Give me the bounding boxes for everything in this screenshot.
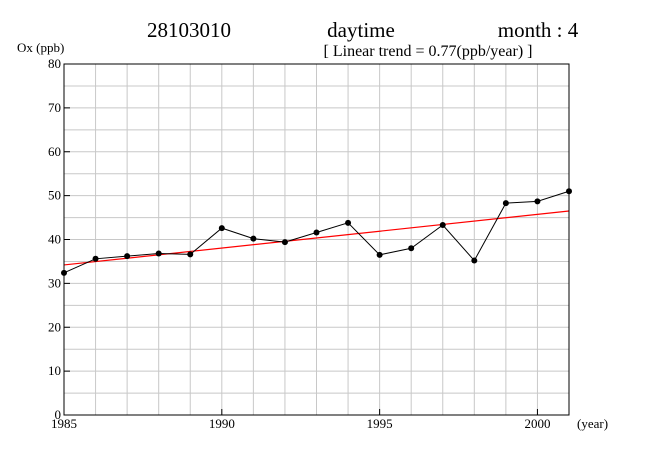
data-point — [124, 253, 131, 260]
y-tick-label: 70 — [48, 100, 61, 115]
y-tick-label: 50 — [48, 188, 61, 203]
x-tick-label: 1990 — [209, 416, 235, 431]
data-point — [408, 245, 415, 252]
data-point — [187, 251, 194, 258]
y-tick-label: 20 — [48, 319, 61, 334]
trend-line-layer — [63, 210, 570, 266]
axis-ticks: 0 10 20 30 40 50 60 70 80 1985 1990 1995 2000 — [48, 56, 550, 431]
data-point — [376, 251, 383, 258]
plot-frame — [63, 63, 570, 416]
data-point — [250, 235, 257, 242]
gridlines — [64, 64, 569, 415]
trend-subtitle: [ Linear trend = 0.77(ppb/year) ] — [324, 43, 533, 60]
y-axis-label: Ox (ppb) — [17, 40, 64, 55]
x-tick-label: 1985 — [51, 416, 77, 431]
month-title: month : 4 — [498, 18, 579, 42]
data-point — [313, 229, 320, 236]
y-tick-label: 10 — [48, 363, 61, 378]
x-axis-label: (year) — [577, 416, 608, 431]
data-series-layer — [61, 188, 572, 276]
data-point — [502, 200, 509, 207]
y-tick-label: 40 — [48, 232, 61, 247]
data-point — [218, 225, 225, 232]
x-tick-label: 2000 — [524, 416, 550, 431]
y-tick-label: 30 — [48, 275, 61, 290]
x-tick-label: 1995 — [367, 416, 393, 431]
data-point — [281, 239, 288, 246]
linear-trend-line — [63, 210, 570, 266]
data-point — [345, 219, 352, 226]
data-point — [471, 257, 478, 264]
data-point — [439, 222, 446, 229]
y-tick-label: 0 — [55, 407, 62, 422]
station-id-title: 28103010 — [147, 18, 231, 42]
period-title: daytime — [327, 18, 395, 42]
data-point — [92, 255, 99, 262]
y-tick-label: 80 — [48, 56, 61, 71]
y-tick-label: 60 — [48, 144, 61, 159]
data-point — [534, 198, 541, 205]
data-point — [155, 250, 162, 257]
